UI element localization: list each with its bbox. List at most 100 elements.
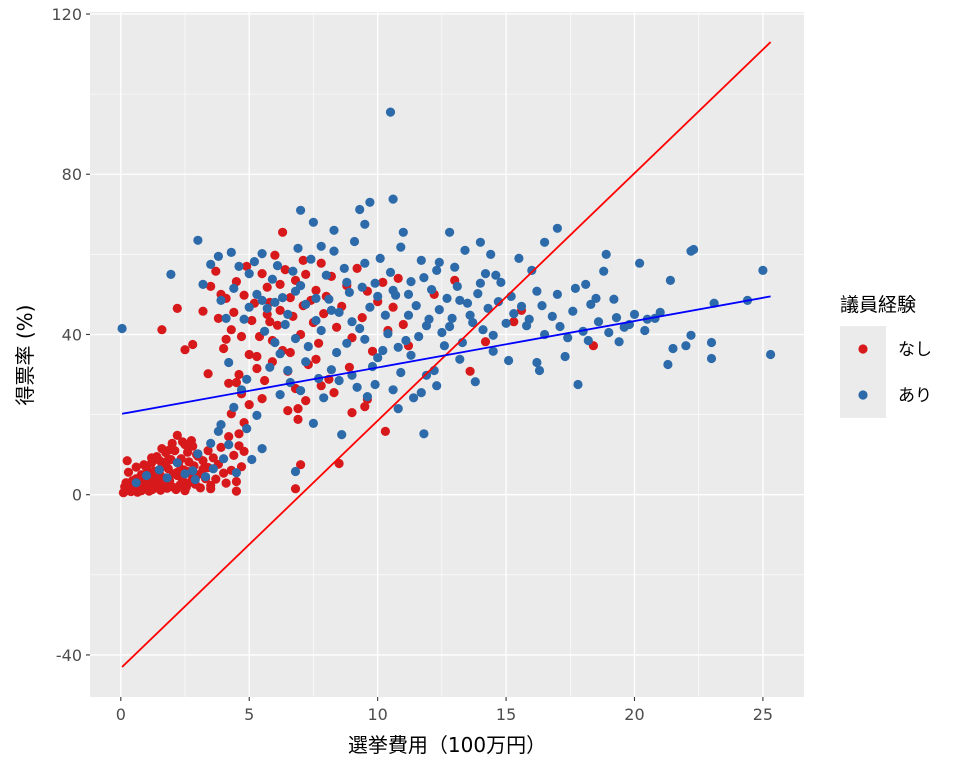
data-point	[326, 305, 336, 315]
data-point	[213, 426, 223, 436]
data-point	[301, 396, 311, 406]
data-point	[257, 269, 267, 279]
data-point	[308, 418, 318, 428]
data-point	[483, 303, 493, 313]
data-point	[247, 315, 257, 326]
data-point	[586, 299, 596, 309]
data-point	[326, 365, 336, 375]
data-point	[224, 357, 234, 368]
data-point	[355, 204, 365, 215]
data-point	[329, 246, 339, 256]
y-axis-title: 得票率 (%)	[13, 305, 37, 406]
data-point	[311, 293, 321, 303]
data-point	[180, 486, 190, 496]
data-point	[398, 227, 408, 237]
data-point	[206, 259, 216, 269]
data-point	[388, 285, 398, 295]
data-point	[532, 286, 542, 296]
data-point	[172, 458, 182, 468]
data-point	[416, 255, 426, 265]
data-point	[352, 263, 362, 273]
data-point	[262, 303, 272, 313]
data-point	[629, 309, 640, 319]
data-point	[421, 370, 432, 380]
data-point	[473, 289, 483, 299]
data-point	[329, 388, 339, 398]
data-point	[665, 275, 676, 285]
data-point	[360, 402, 370, 412]
data-point	[432, 265, 442, 275]
y-tick-label: 120	[51, 5, 82, 24]
legend-key-ari	[858, 390, 868, 400]
data-point	[278, 293, 288, 303]
data-point	[208, 453, 218, 463]
data-point	[686, 330, 696, 340]
data-point	[493, 297, 503, 307]
legend-key-nashi	[858, 344, 868, 354]
data-point	[180, 469, 190, 479]
data-point	[301, 357, 311, 367]
data-point	[283, 365, 293, 376]
data-point	[555, 321, 565, 332]
data-point	[239, 314, 249, 324]
data-point	[229, 283, 239, 293]
data-point	[285, 293, 295, 303]
data-point	[560, 351, 570, 362]
data-point	[450, 262, 460, 272]
data-point	[242, 261, 252, 271]
data-point	[239, 290, 249, 300]
data-point	[247, 454, 257, 465]
x-tick-label: 20	[624, 705, 644, 724]
x-tick-label: 10	[367, 705, 387, 724]
data-point	[136, 486, 146, 496]
data-point	[290, 286, 301, 296]
data-point	[406, 277, 416, 287]
data-point	[172, 303, 182, 313]
data-point	[578, 326, 588, 336]
blue-regression-line	[121, 295, 771, 415]
data-point	[298, 255, 308, 265]
data-point	[347, 317, 357, 327]
data-point	[198, 279, 208, 289]
data-point	[462, 298, 473, 308]
data-point	[401, 335, 411, 346]
legend-label-ari: あり	[898, 386, 932, 406]
data-point	[270, 297, 280, 307]
data-point	[231, 377, 241, 388]
data-point	[329, 225, 339, 235]
data-point	[534, 365, 545, 376]
data-point	[403, 310, 414, 320]
data-point	[373, 353, 383, 363]
data-point	[206, 281, 216, 291]
data-point	[504, 355, 514, 366]
data-point	[475, 278, 485, 288]
data-point	[290, 466, 301, 477]
data-point	[301, 299, 311, 309]
data-point	[290, 333, 301, 344]
data-point	[455, 354, 465, 364]
data-point	[224, 432, 234, 442]
data-point	[445, 321, 455, 332]
data-point	[411, 301, 421, 311]
data-point	[370, 278, 380, 288]
data-point	[349, 236, 360, 247]
data-point	[260, 326, 270, 336]
data-point	[434, 257, 444, 267]
data-point	[416, 388, 426, 398]
data-point	[334, 307, 344, 317]
y-tick-label: -40	[56, 646, 82, 665]
data-point	[496, 277, 506, 287]
data-point	[655, 307, 665, 317]
data-point	[226, 325, 236, 335]
data-point	[681, 341, 691, 351]
data-point	[388, 194, 398, 204]
data-point	[283, 309, 293, 319]
data-point	[540, 237, 550, 247]
data-point	[172, 430, 182, 440]
data-point	[339, 263, 349, 273]
data-point	[552, 223, 563, 233]
data-point	[611, 313, 622, 323]
data-point	[244, 349, 254, 360]
data-point	[180, 345, 190, 355]
